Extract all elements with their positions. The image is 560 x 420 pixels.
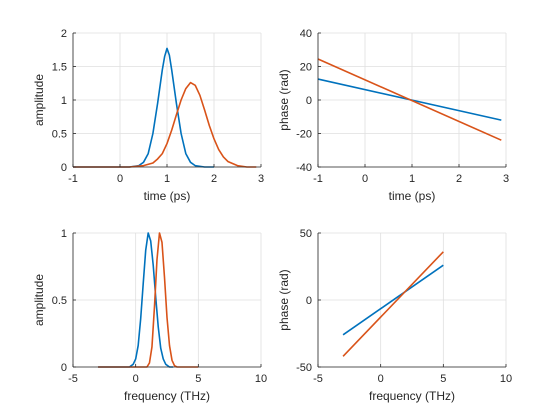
x-tick-label: -5 [313, 373, 323, 385]
x-tick-label: 0 [133, 373, 139, 385]
x-tick-label: -1 [68, 173, 78, 185]
y-tick-label: 2 [61, 28, 67, 40]
x-tick-label: 2 [211, 173, 217, 185]
x-tick-label: 10 [500, 373, 512, 385]
x-tick-label: 1 [409, 173, 415, 185]
x-tick-label: -1 [313, 173, 323, 185]
y-tick-label: 0 [306, 295, 312, 307]
x-tick-label: 3 [503, 173, 509, 185]
x-axis-label: frequency (THz) [124, 389, 210, 403]
y-axis-label: amplitude [32, 274, 46, 326]
y-tick-label: -20 [296, 129, 312, 141]
subplot-time-phase: -1 0 1 2 3 -40 -20 0 20 40 time (ps) phase (rad) [277, 28, 509, 203]
y-tick-label: 0 [61, 162, 67, 174]
y-tick-label: 1 [61, 228, 67, 240]
x-tick-label: 2 [456, 173, 462, 185]
x-tick-label: 3 [258, 173, 264, 185]
x-tick-label: 5 [195, 373, 201, 385]
y-tick-label: 0 [61, 362, 67, 374]
x-axis-label: time (ps) [144, 189, 191, 203]
x-tick-label: 0 [117, 173, 123, 185]
y-axis-label: phase (rad) [277, 269, 291, 330]
x-tick-label: 0 [362, 173, 368, 185]
x-tick-label: -5 [68, 373, 78, 385]
y-tick-label: 50 [300, 228, 312, 240]
y-tick-label: 1.5 [52, 62, 67, 74]
series-line-1 [342, 264, 444, 336]
y-tick-label: 0.5 [52, 129, 67, 141]
x-axis-label: frequency (THz) [369, 389, 455, 403]
series-line-2 [342, 251, 444, 357]
y-tick-label: 0 [306, 95, 312, 107]
series-line-2 [317, 58, 502, 141]
y-tick-label: 40 [300, 28, 312, 40]
series-line-1 [98, 232, 174, 368]
y-tick-label: 0.5 [52, 295, 67, 307]
x-tick-label: 0 [378, 373, 384, 385]
x-tick-label: 5 [440, 373, 446, 385]
series-line-2 [98, 232, 199, 368]
y-tick-label: -40 [296, 162, 312, 174]
series-line-2 [73, 81, 257, 168]
y-axis-label: phase (rad) [277, 69, 291, 130]
x-axis-label: time (ps) [389, 189, 436, 203]
y-tick-label: -50 [296, 362, 312, 374]
x-tick-label: 10 [255, 373, 267, 385]
y-axis-label: amplitude [32, 74, 46, 126]
y-tick-label: 20 [300, 62, 312, 74]
y-tick-label: 1 [61, 95, 67, 107]
series-line-1 [73, 47, 214, 168]
x-tick-label: 1 [164, 173, 170, 185]
